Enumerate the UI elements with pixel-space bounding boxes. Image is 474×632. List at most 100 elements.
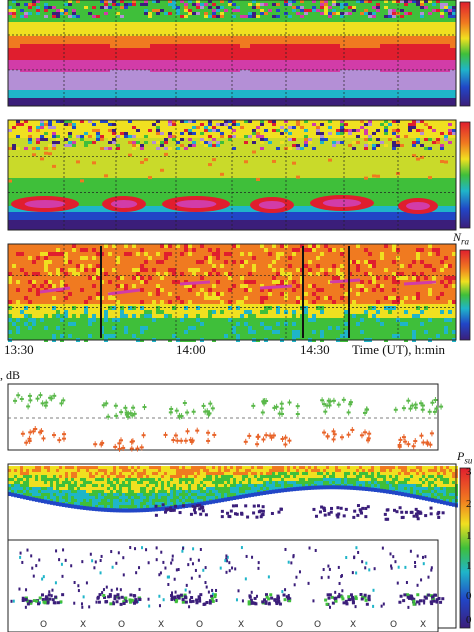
panel-5-fill-cell xyxy=(311,481,314,484)
panel-4-green-point xyxy=(251,405,255,407)
panel-3-noise-cell xyxy=(24,326,28,330)
panel-5-fill-cell xyxy=(149,466,152,469)
panel-3-noise-cell xyxy=(252,256,256,260)
panel-5-fill-cell xyxy=(185,466,188,469)
panel-5-fill-cell xyxy=(272,472,275,475)
panel-3-noise-cell xyxy=(196,292,200,296)
panel-4-green-point xyxy=(106,416,110,418)
panel-3-noise-cell xyxy=(240,284,244,288)
panel-5-fill-cell xyxy=(26,478,29,481)
panel-2-burst-core xyxy=(176,200,217,208)
panel-5-fill-cell xyxy=(44,496,47,499)
panel-6-dot xyxy=(33,575,35,578)
panel-5-fill-cell xyxy=(137,484,140,487)
panel-5-fill-cell xyxy=(206,472,209,475)
panel-6-dot xyxy=(224,559,226,562)
panel-5-fill-cell xyxy=(215,472,218,475)
panel-5-fill-cell xyxy=(230,469,233,472)
panel-5-fill-cell xyxy=(425,493,428,496)
panel-4-orange-point xyxy=(212,434,216,436)
panel-2-noise-cell xyxy=(116,147,120,150)
panel-4-orange-point xyxy=(62,438,66,440)
panel-2-noise-cell xyxy=(252,126,256,129)
panel-5-fill-cell xyxy=(176,475,179,478)
panel-5-fill-cell xyxy=(26,475,29,478)
panel-3-noise-cell xyxy=(36,334,40,338)
panel-3-noise-cell xyxy=(344,322,348,326)
panel-2-noise-cell xyxy=(172,138,176,141)
panel-3-noise-cell xyxy=(212,284,216,288)
panel-5-fill-cell xyxy=(428,490,431,493)
panel-5-fill-cell xyxy=(92,490,95,493)
panel-3-noise-cell xyxy=(216,280,220,284)
panel-3-noise-cell xyxy=(344,314,348,318)
panel-5-fill-cell xyxy=(71,496,74,499)
panel-3-noise-cell xyxy=(88,334,92,338)
panel-5-fill-cell xyxy=(320,481,323,484)
panel-5-fill-cell xyxy=(188,499,191,502)
panel-6-dot xyxy=(19,556,21,559)
panel-1-noise-cell xyxy=(400,15,404,18)
panel-3-noise-cell xyxy=(200,322,204,326)
panel-3-noise-cell xyxy=(316,256,320,260)
panel-2-noise-cell xyxy=(252,132,256,135)
panel-4-green-point xyxy=(421,405,425,407)
panel-5-fill-cell xyxy=(362,469,365,472)
panel-5-fill-cell xyxy=(236,475,239,478)
panel-5-fill-cell xyxy=(35,490,38,493)
panel-3-noise-cell xyxy=(240,300,244,304)
panel-5-fill-cell xyxy=(173,499,176,502)
panel-5-fill-cell xyxy=(149,487,152,490)
panel-5-fill-cell xyxy=(242,490,245,493)
panel-5-fill-cell xyxy=(278,472,281,475)
panel-1-noise-cell xyxy=(260,3,264,6)
panel-2-noise-cell xyxy=(156,147,160,150)
panel-5-fill-cell xyxy=(83,469,86,472)
panel-5-fill-cell xyxy=(419,484,422,487)
panel-3-noise-cell xyxy=(16,252,20,256)
panel-6-dot xyxy=(83,595,85,598)
panel-5-fill-cell xyxy=(317,472,320,475)
panel-5-fill-cell xyxy=(110,505,113,508)
panel-5-fill-cell xyxy=(161,469,164,472)
panel-6-dot xyxy=(309,546,311,549)
panel-5-fill-cell xyxy=(266,472,269,475)
panel-5-fill-cell xyxy=(170,484,173,487)
panel-5-fill-cell xyxy=(134,466,137,469)
panel-5-fill-cell xyxy=(77,502,80,505)
panel-5-fill-cell xyxy=(140,481,143,484)
panel-5-fill-cell xyxy=(224,484,227,487)
panel-5-fill-cell xyxy=(371,484,374,487)
panel-1-noise-cell xyxy=(232,12,236,15)
panel-5-fill-cell xyxy=(164,487,167,490)
panel-5-fill-cell xyxy=(176,493,179,496)
panel-2-noise-cell xyxy=(36,129,40,132)
panel-5-fill-cell xyxy=(410,490,413,493)
panel-5-fill-cell xyxy=(242,481,245,484)
panel-5-fill-cell xyxy=(59,466,62,469)
panel-3-noise-cell xyxy=(184,306,188,310)
panel-5-fill-cell xyxy=(152,472,155,475)
panel-5-fill-cell xyxy=(131,481,134,484)
panel-3-noise-cell xyxy=(156,292,160,296)
panel-5-fill-cell xyxy=(266,469,269,472)
panel-6-band-cell xyxy=(361,597,364,600)
panel-3-noise-cell xyxy=(268,264,272,268)
panel-3-noise-cell xyxy=(424,330,428,334)
panel-5-fill-cell xyxy=(158,481,161,484)
panel-5-blob-cell xyxy=(182,504,185,507)
panel-5-fill-cell xyxy=(389,466,392,469)
panel-5-fill-cell xyxy=(56,484,59,487)
panel-4-green-point xyxy=(349,401,353,403)
panel-5-blob-cell xyxy=(430,507,433,510)
panel-5-fill-cell xyxy=(56,493,59,496)
panel-3-noise-cell xyxy=(196,260,200,264)
panel-5-fill-cell xyxy=(95,481,98,484)
panel-5-edge-cell xyxy=(146,508,149,512)
panel-1-noise-cell xyxy=(184,15,188,18)
panel-3-noise-cell xyxy=(96,252,100,256)
panel-6-dot xyxy=(292,555,294,558)
panel-4-green-point xyxy=(394,409,398,411)
panel-2-noise-cell xyxy=(368,135,372,138)
panel-5-fill-cell xyxy=(146,487,149,490)
